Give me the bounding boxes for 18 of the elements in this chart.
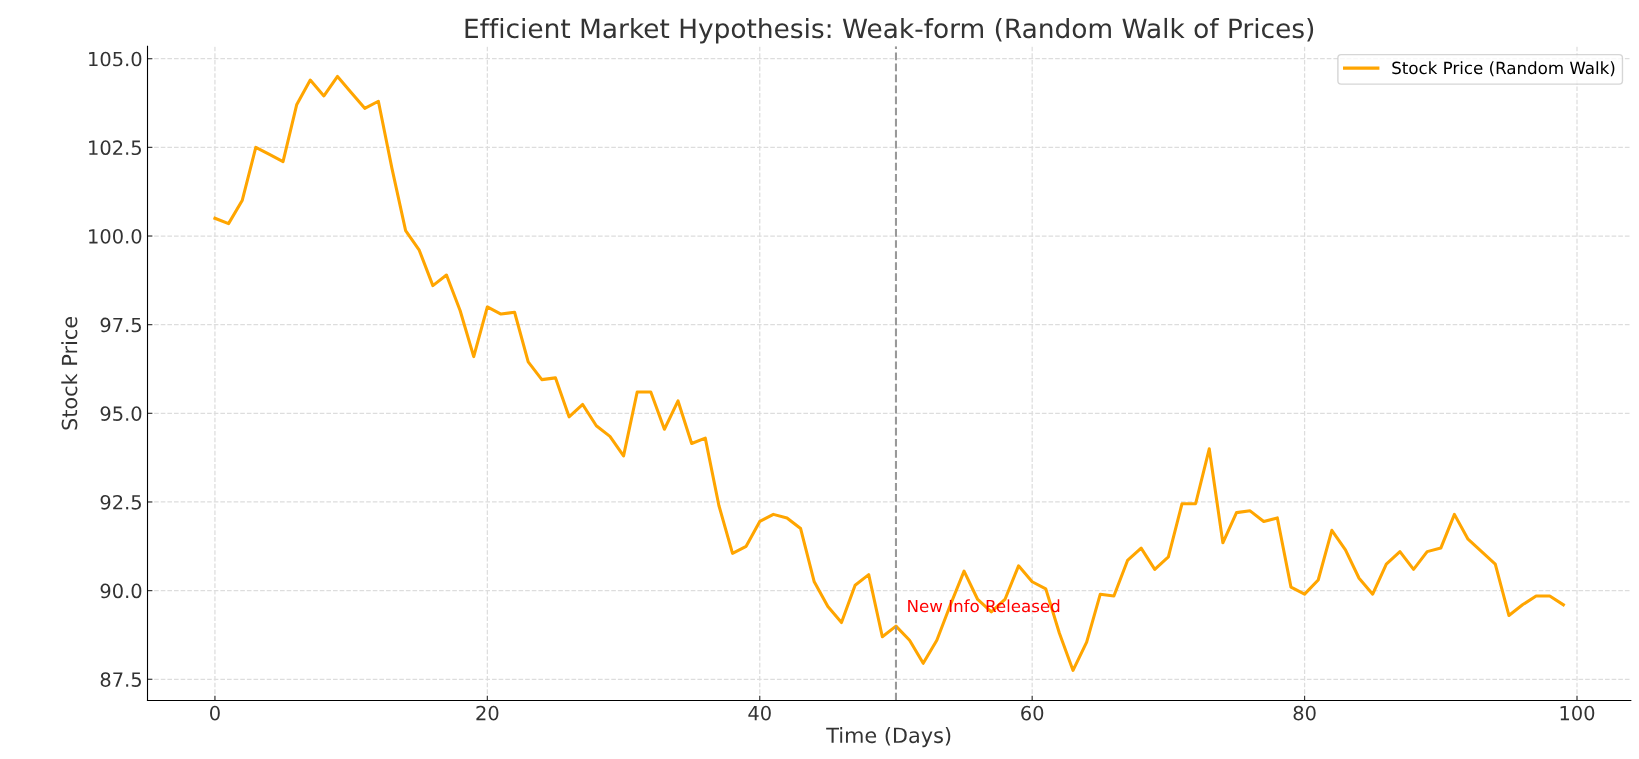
x-tick-label: 40 xyxy=(748,705,771,721)
x-tick-label: 0 xyxy=(210,705,220,721)
y-tick-label: 105.0 xyxy=(89,51,142,67)
x-axis-title: Time (Days) xyxy=(826,727,951,748)
x-tick-label: 60 xyxy=(1021,705,1044,721)
legend-label: Stock Price (Random Walk) xyxy=(1392,61,1615,77)
x-tick-label: 100 xyxy=(1560,705,1595,721)
y-tick-label: 100.0 xyxy=(89,228,142,244)
y-axis-title: Stock Price xyxy=(61,316,78,430)
x-tick-label: 20 xyxy=(476,705,499,721)
y-tick-label: 90.0 xyxy=(100,583,142,599)
y-tick-label: 95.0 xyxy=(100,406,142,421)
chart-title: Efficient Market Hypothesis: Weak-form (Random Walk of Prices) xyxy=(465,17,1314,44)
x-tick-label: 80 xyxy=(1293,705,1316,721)
y-tick-label: 102.5 xyxy=(89,140,141,156)
y-tick-label: 92.5 xyxy=(100,494,141,510)
y-tick-label: 87.5 xyxy=(100,672,141,687)
y-tick-label: 97.5 xyxy=(100,317,141,333)
